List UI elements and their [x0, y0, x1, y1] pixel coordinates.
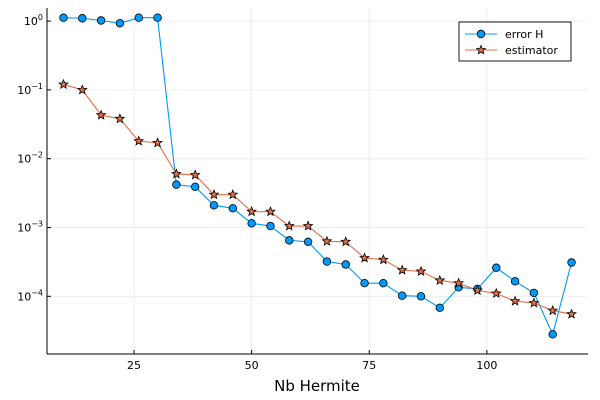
data-point: [246, 205, 258, 217]
data-point: [58, 78, 69, 90]
x-axis-title: Nb Hermite: [274, 377, 360, 395]
data-point: [227, 188, 239, 200]
legend-box: [458, 21, 572, 62]
y-tick-label: 10−1: [17, 82, 43, 97]
data-point: [510, 277, 520, 286]
x-tick-label: 100: [476, 359, 497, 372]
data-point: [265, 205, 276, 217]
data-point: [434, 274, 446, 286]
plot-series: [58, 13, 577, 339]
data-point: [78, 14, 87, 23]
legend-label: estimator: [505, 44, 558, 57]
data-point: [96, 16, 106, 25]
data-point: [528, 297, 540, 308]
x-tick-label: 50: [245, 359, 259, 372]
data-point: [172, 180, 181, 189]
x-tick-label: 75: [362, 359, 376, 372]
data-point: [283, 220, 295, 231]
data-point: [415, 265, 427, 277]
data-point: [567, 258, 576, 267]
data-point: [416, 292, 426, 301]
data-point: [170, 168, 182, 179]
axes: [46, 8, 588, 355]
legend-marker: [476, 29, 486, 39]
data-point: [153, 13, 162, 22]
data-point: [115, 19, 125, 28]
data-point: [114, 113, 126, 124]
data-point: [472, 284, 483, 295]
series-line: [63, 17, 573, 336]
data-point: [152, 137, 163, 148]
y-tick-label: 100: [24, 13, 43, 28]
data-point: [95, 109, 107, 120]
y-tick-label: 10−4: [17, 288, 43, 303]
data-point: [492, 263, 501, 272]
legend-label: error H: [505, 28, 543, 41]
data-point: [59, 13, 68, 22]
data-point: [547, 304, 559, 316]
data-point: [377, 254, 389, 265]
x-tick-labels: 25 50 75 100: [127, 359, 497, 372]
y-tick-label: 10−2: [17, 151, 43, 166]
x-tick-label: 25: [127, 359, 141, 372]
data-point: [509, 295, 521, 306]
data-point: [302, 220, 314, 231]
data-point: [548, 330, 557, 339]
data-point: [340, 236, 352, 247]
data-point: [285, 236, 294, 245]
series-line: [63, 83, 572, 315]
data-point: [397, 291, 407, 300]
y-tick-labels: 100 10−1 10−2 10−3 10−4: [17, 13, 43, 303]
data-point: [228, 204, 238, 213]
data-point: [435, 303, 445, 313]
data-point: [321, 235, 333, 246]
data-point: [266, 221, 275, 231]
data-point: [133, 135, 145, 146]
data-point: [303, 237, 313, 246]
data-point: [566, 308, 577, 319]
data-point: [396, 264, 408, 275]
data-point: [76, 84, 88, 95]
data-point: [134, 13, 143, 22]
data-point: [189, 169, 201, 180]
data-point: [208, 188, 220, 200]
legend-marker: [475, 44, 487, 55]
data-point: [379, 279, 388, 288]
data-point: [360, 279, 369, 288]
data-point: [453, 277, 465, 288]
data-point: [341, 260, 350, 269]
data-point: [190, 182, 200, 192]
data-point: [490, 287, 502, 299]
data-point: [209, 201, 219, 210]
data-point: [247, 219, 256, 228]
legend: error H estimator: [458, 21, 572, 62]
data-point: [359, 252, 370, 263]
y-tick-label: 10−3: [17, 219, 43, 234]
data-point: [529, 288, 539, 298]
data-point: [322, 257, 332, 266]
